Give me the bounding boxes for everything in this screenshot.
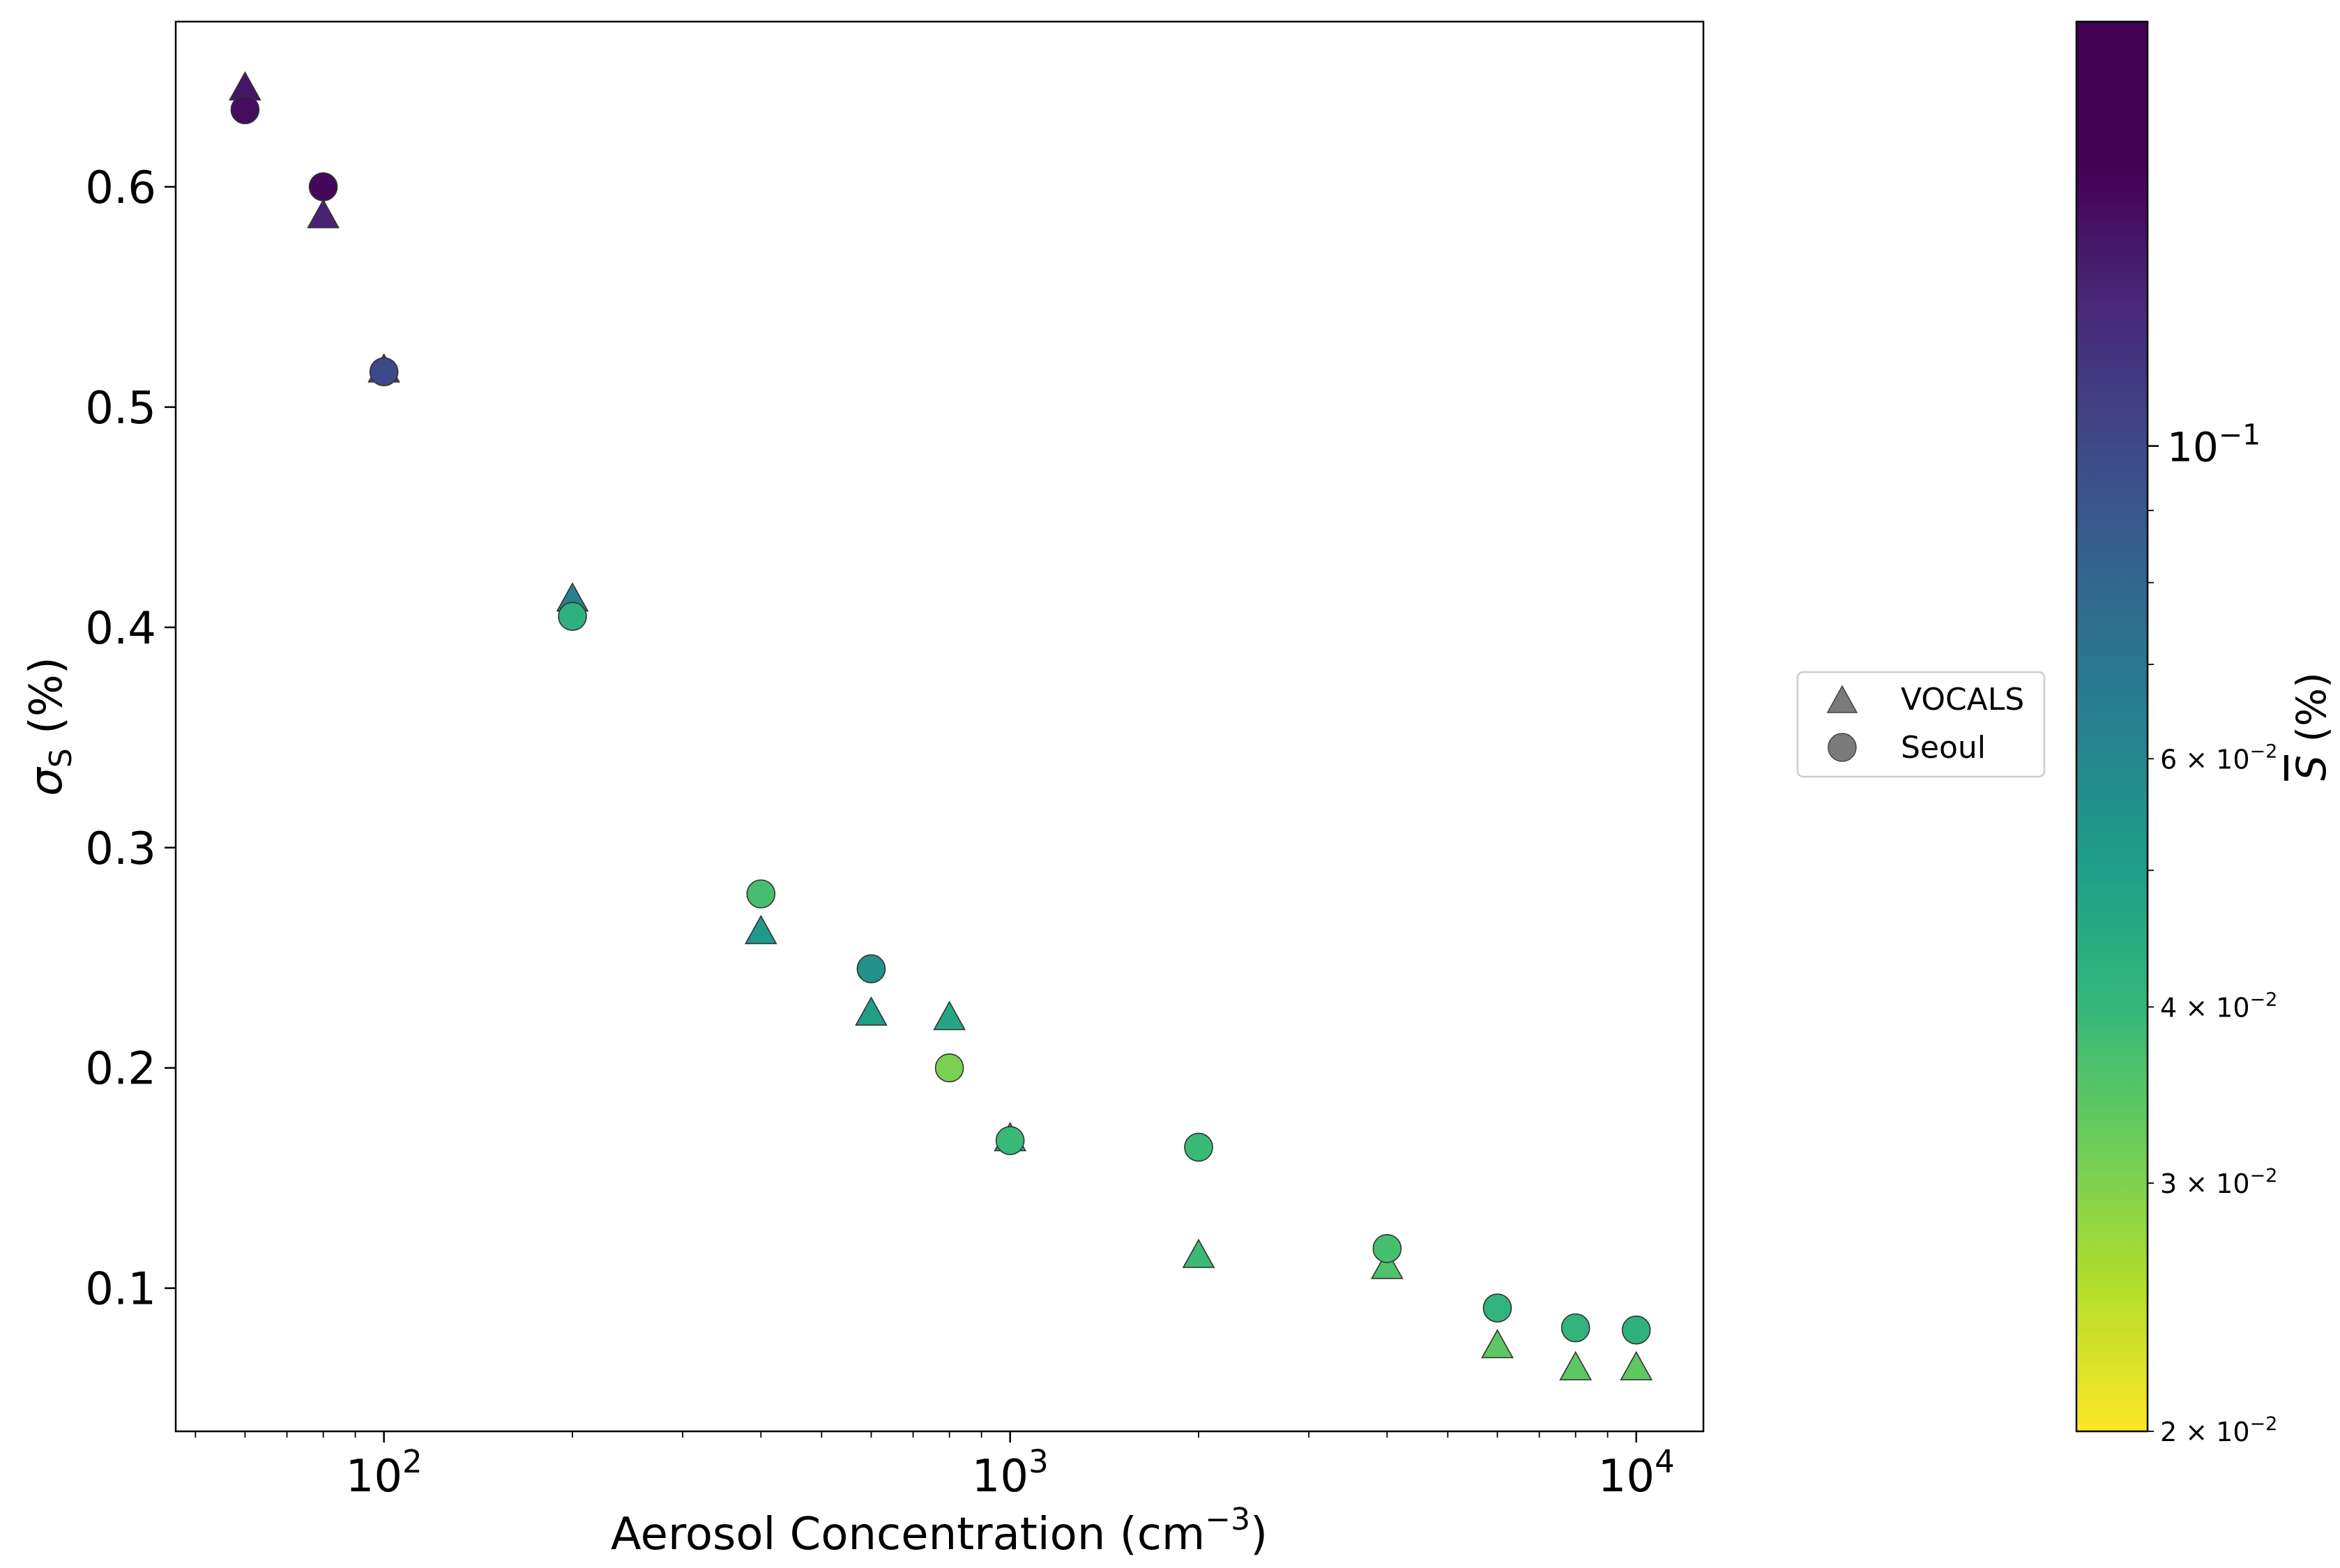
- y-tick-label: 0.6: [85, 162, 156, 214]
- seoul-point: [558, 602, 587, 631]
- seoul-point: [1482, 1293, 1512, 1323]
- vocals-point: [933, 1000, 966, 1030]
- y-tick-label: 0.3: [85, 823, 156, 875]
- y-axis-label-subscript: S: [43, 748, 79, 768]
- seoul-point: [934, 1053, 964, 1083]
- data-markers: [229, 71, 1653, 1380]
- legend-triangle-icon: [1826, 685, 1858, 713]
- y-tick-label: 0.1: [85, 1264, 156, 1316]
- vocals-point: [744, 915, 777, 945]
- legend: VOCALS Seoul: [1796, 671, 2046, 778]
- y-axis-label: σS (%): [21, 657, 79, 796]
- x-axis-label-superscript: −3: [1205, 1502, 1250, 1537]
- colorbar-gradient: [2075, 20, 2149, 1433]
- colorbar-tick-label: 10−1: [2167, 418, 2261, 471]
- colorbar-tick-label: 6 × 10−2: [2160, 740, 2277, 775]
- colorbar-tick-label: 2 × 10−2: [2160, 1413, 2277, 1447]
- x-tick-label: 102: [346, 1443, 423, 1502]
- x-tick-label: 104: [1598, 1443, 1675, 1502]
- seoul-point: [230, 95, 260, 125]
- x-tick-label: 103: [972, 1443, 1049, 1502]
- seoul-point: [746, 879, 776, 908]
- vocals-point: [1182, 1238, 1215, 1268]
- seoul-point: [369, 357, 399, 387]
- seoul-point: [995, 1126, 1025, 1155]
- seoul-point: [1560, 1313, 1590, 1343]
- y-axis-ticks: 0.1 0.2 0.3 0.4 0.5 0.6: [85, 162, 176, 1316]
- colorbar-label: S (%): [2288, 672, 2335, 781]
- plot-area: [174, 20, 1705, 1433]
- legend-circle-icon: [1828, 733, 1857, 762]
- legend-frame: [1796, 671, 2046, 778]
- y-tick-label: 0.5: [85, 383, 156, 434]
- seoul-point: [1184, 1132, 1213, 1162]
- seoul-point: [856, 954, 886, 984]
- vocals-point: [1620, 1350, 1653, 1380]
- vocals-point: [307, 199, 340, 229]
- vocals-point: [1481, 1329, 1514, 1359]
- seoul-point: [308, 172, 338, 201]
- legend-label-vocals: VOCALS: [1901, 682, 2024, 717]
- colorbar-ticks: 10−1 6 × 10−2 4 × 10−2 3 × 10−2 2 × 10−2: [2148, 418, 2277, 1447]
- colorbar-tick-label: 4 × 10−2: [2160, 989, 2277, 1023]
- colorbar-tick-label: 3 × 10−2: [2160, 1165, 2277, 1199]
- y-tick-label: 0.2: [85, 1044, 156, 1095]
- vocals-point: [1370, 1249, 1404, 1279]
- x-axis-ticks: 102 103 104: [195, 1431, 1675, 1502]
- vocals-point: [855, 996, 888, 1026]
- legend-label-seoul: Seoul: [1901, 730, 1986, 766]
- seoul-point: [1621, 1315, 1651, 1345]
- colorbar: 10−1 6 × 10−2 4 × 10−2 3 × 10−2 2 × 10−2 S (…: [2075, 20, 2335, 1447]
- vocals-point: [1559, 1350, 1593, 1380]
- x-axis-label: Aerosol Concentration (cm−3): [611, 1502, 1268, 1560]
- seoul-point: [1372, 1233, 1402, 1263]
- y-tick-label: 0.4: [85, 603, 156, 655]
